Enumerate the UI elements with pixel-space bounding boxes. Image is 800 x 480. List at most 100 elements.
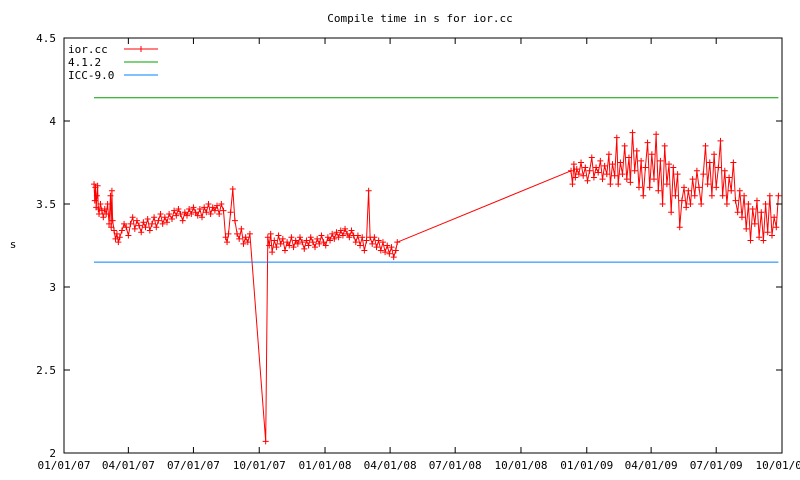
data-point xyxy=(377,247,384,254)
data-point xyxy=(224,239,231,246)
data-point xyxy=(190,204,197,211)
data-point xyxy=(747,237,754,244)
data-point xyxy=(601,162,608,169)
data-point xyxy=(721,167,728,174)
data-point xyxy=(262,438,269,445)
data-point xyxy=(689,176,696,183)
data-point xyxy=(108,187,115,194)
y-tick-label: 3.5 xyxy=(36,198,56,211)
data-point xyxy=(354,232,361,239)
legend-label: 4.1.2 xyxy=(68,56,101,69)
data-point xyxy=(611,172,618,179)
series-line xyxy=(93,132,779,442)
data-point xyxy=(133,217,140,224)
data-point xyxy=(333,229,340,236)
x-tick-label: 10/01/09 xyxy=(756,459,800,472)
data-point xyxy=(238,225,245,232)
data-point xyxy=(644,139,651,146)
data-point xyxy=(653,131,660,138)
data-point xyxy=(704,181,711,188)
data-point xyxy=(231,217,238,224)
data-point xyxy=(127,220,134,227)
data-point xyxy=(216,210,223,217)
data-point xyxy=(205,201,212,207)
data-point xyxy=(700,171,707,178)
data-point xyxy=(617,159,624,166)
data-point xyxy=(573,166,580,173)
data-point xyxy=(580,172,587,179)
data-point xyxy=(706,159,713,166)
data-point xyxy=(322,242,329,249)
data-point xyxy=(324,234,331,241)
data-point xyxy=(116,234,123,241)
data-point xyxy=(273,244,280,251)
data-point xyxy=(732,197,739,204)
data-point xyxy=(225,230,232,237)
data-point xyxy=(588,154,595,161)
data-point xyxy=(155,217,162,224)
data-point xyxy=(696,184,703,191)
data-point xyxy=(159,220,166,227)
data-point xyxy=(633,147,640,154)
data-point xyxy=(730,159,737,166)
data-point xyxy=(569,181,576,188)
data-point xyxy=(318,232,325,239)
data-point xyxy=(281,247,288,254)
x-tick-label: 07/01/08 xyxy=(429,459,482,472)
data-point xyxy=(192,209,199,216)
data-point xyxy=(768,232,775,239)
data-point xyxy=(605,151,612,158)
data-point xyxy=(168,215,175,222)
data-point xyxy=(741,192,748,199)
data-point xyxy=(146,227,153,234)
data-point xyxy=(97,201,104,207)
data-point xyxy=(115,239,122,246)
data-point xyxy=(657,157,664,164)
data-point xyxy=(584,177,591,184)
data-point xyxy=(738,214,745,221)
x-tick-label: 04/01/07 xyxy=(102,459,155,472)
data-point xyxy=(184,212,191,219)
data-point xyxy=(638,157,645,164)
data-point xyxy=(615,181,622,188)
data-point xyxy=(275,232,282,239)
data-point xyxy=(674,171,681,178)
data-point xyxy=(711,151,718,158)
legend-label: ior.cc xyxy=(68,43,108,56)
data-point xyxy=(719,192,726,199)
y-tick-label: 4.5 xyxy=(36,32,56,45)
data-point xyxy=(687,201,694,207)
data-point xyxy=(342,225,349,232)
x-tick-label: 04/01/09 xyxy=(625,459,678,472)
data-point xyxy=(286,242,293,249)
data-point xyxy=(314,235,321,242)
data-point xyxy=(734,209,741,216)
x-tick-label: 07/01/09 xyxy=(690,459,743,472)
data-point xyxy=(207,210,214,217)
data-point xyxy=(271,237,278,244)
data-point xyxy=(394,239,401,246)
data-point xyxy=(361,247,368,254)
data-point xyxy=(177,210,184,217)
data-point xyxy=(173,212,180,219)
data-point xyxy=(751,220,758,227)
data-point xyxy=(299,239,306,246)
data-point xyxy=(745,201,752,207)
data-point xyxy=(186,205,193,212)
data-point xyxy=(144,215,151,222)
data-point xyxy=(140,219,147,226)
data-point xyxy=(756,234,763,241)
data-point xyxy=(109,217,116,224)
data-point xyxy=(771,214,778,221)
data-point xyxy=(151,214,158,221)
data-point xyxy=(101,205,108,212)
data-point xyxy=(775,192,782,199)
data-point xyxy=(570,161,577,168)
data-point xyxy=(723,201,730,207)
data-point xyxy=(103,210,110,217)
x-tick-label: 01/01/08 xyxy=(299,459,352,472)
data-point xyxy=(153,224,160,231)
data-point xyxy=(201,204,208,211)
data-point xyxy=(91,197,98,204)
